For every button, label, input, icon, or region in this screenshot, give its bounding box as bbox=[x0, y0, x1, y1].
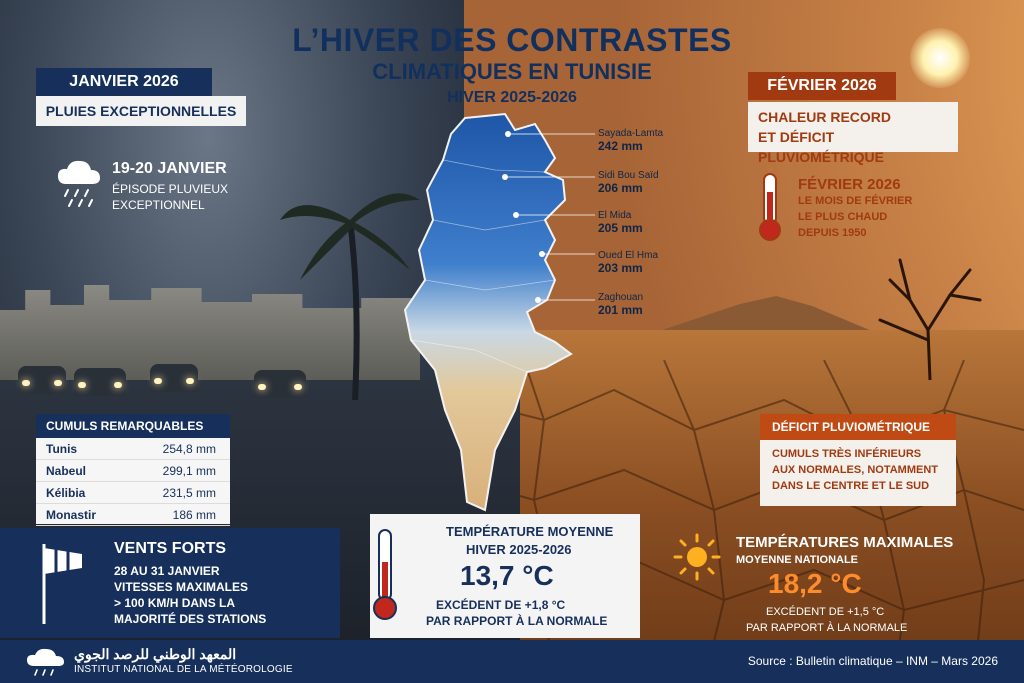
station-marker bbox=[535, 297, 541, 303]
february-record-line: DEPUIS 1950 bbox=[798, 227, 867, 239]
station-marker bbox=[539, 251, 545, 257]
windsock-icon bbox=[42, 544, 82, 624]
footer: المعهد الوطني للرصد الجوي INSTITUT NATIO… bbox=[0, 640, 1024, 683]
thermometer-icon bbox=[373, 529, 397, 620]
table-row: Kélibia 231,5 mm bbox=[36, 482, 230, 504]
car bbox=[18, 366, 66, 394]
tunisia-map bbox=[403, 112, 595, 512]
car bbox=[254, 370, 306, 398]
inm-logo-icon bbox=[27, 648, 64, 676]
winds-line: > 100 KM/H DANS LA bbox=[114, 596, 236, 610]
station-value: 206 mm bbox=[598, 181, 643, 195]
deficit-line: DANS LE CENTRE ET LE SUD bbox=[772, 480, 930, 492]
january-tag: JANVIER 2026 bbox=[36, 68, 212, 96]
temp-reference: PAR RAPPORT À LA NORMALE bbox=[426, 614, 608, 628]
dead-tree bbox=[878, 258, 982, 380]
main-title: L’HIVER DES CONTRASTES bbox=[292, 22, 732, 58]
thermometer-hot-icon bbox=[759, 173, 781, 241]
station-name: El Mida bbox=[598, 210, 632, 221]
winds-title: VENTS FORTS bbox=[114, 540, 227, 557]
map-label: Sidi Bou Saïd 206 mm bbox=[598, 170, 659, 195]
source-text: Source : Bulletin climatique – INM – Mar… bbox=[747, 654, 998, 668]
episode-line: ÉPISODE PLUVIEUX bbox=[112, 182, 229, 196]
temperatures-maximales: TEMPÉRATURES MAXIMALES MOYENNE NATIONALE… bbox=[736, 534, 954, 634]
rain-cloud-icon bbox=[58, 160, 100, 207]
station-value: 242 mm bbox=[598, 139, 643, 153]
tmax-subtitle: MOYENNE NATIONALE bbox=[736, 554, 859, 566]
temp-label: TEMPÉRATURE MOYENNE bbox=[446, 524, 614, 539]
winds-line: 28 AU 31 JANVIER bbox=[114, 564, 220, 578]
city-value: 254,8 mm bbox=[162, 441, 216, 456]
city-value: 231,5 mm bbox=[162, 485, 216, 500]
temp-excess: EXCÉDENT DE +1,8 °C bbox=[436, 598, 566, 612]
february-tag: FÉVRIER 2026 bbox=[748, 72, 896, 100]
winds-line: MAJORITÉ DES STATIONS bbox=[114, 612, 267, 626]
february-subtitle-line: CHALEUR RECORD bbox=[758, 109, 891, 125]
map-label: Sayada-Lamta 242 mm bbox=[598, 128, 663, 153]
station-name: Sidi Bou Saïd bbox=[598, 170, 659, 181]
station-value: 205 mm bbox=[598, 221, 643, 235]
sun-icon bbox=[673, 533, 721, 581]
city-name: Tunis bbox=[46, 441, 78, 456]
station-marker bbox=[513, 212, 519, 218]
deficit-line: CUMULS TRÈS INFÉRIEURS bbox=[772, 448, 922, 460]
palm-tree bbox=[280, 193, 420, 400]
city-name: Kélibia bbox=[46, 485, 86, 500]
tmax-reference: PAR RAPPORT À LA NORMALE bbox=[746, 622, 908, 634]
station-value: 203 mm bbox=[598, 261, 643, 275]
city-value: 186 mm bbox=[172, 507, 216, 522]
car bbox=[150, 364, 198, 392]
episode-date: 19-20 JANVIER bbox=[112, 160, 227, 177]
title-block: L’HIVER DES CONTRASTES CLIMATIQUES EN TU… bbox=[0, 22, 1024, 107]
institute-name-french: INSTITUT NATIONAL DE LA MÉTÉOROLOGIE bbox=[74, 664, 293, 675]
station-name: Oued El Hma bbox=[598, 250, 659, 261]
station-marker bbox=[505, 131, 511, 137]
tmax-title: TEMPÉRATURES MAXIMALES bbox=[736, 534, 954, 551]
city-value: 299,1 mm bbox=[162, 463, 216, 478]
temperature-moyenne-panel: TEMPÉRATURE MOYENNE HIVER 2025-2026 13,7… bbox=[370, 514, 640, 638]
temp-season: HIVER 2025-2026 bbox=[466, 542, 572, 557]
tmax-value: 18,2 °C bbox=[768, 568, 862, 599]
cumuls-title: CUMULS REMARQUABLES bbox=[36, 414, 230, 438]
city-name: Nabeul bbox=[46, 463, 87, 478]
season-title: HIVER 2025-2026 bbox=[447, 89, 577, 106]
february-subtitle-line: ET DÉFICIT PLUVIOMÉTRIQUE bbox=[758, 129, 885, 165]
station-value: 201 mm bbox=[598, 303, 643, 317]
cumuls-table: CUMULS REMARQUABLES Tunis 254,8 mm Nabeul… bbox=[36, 414, 230, 526]
tmax-excess: EXCÉDENT DE +1,5 °C bbox=[766, 606, 885, 618]
car bbox=[74, 368, 126, 396]
table-row: Tunis 254,8 mm bbox=[36, 438, 230, 460]
episode-line: EXCEPTIONNEL bbox=[112, 198, 205, 212]
table-row: Monastir 186 mm bbox=[36, 504, 230, 526]
station-name: Sayada-Lamta bbox=[598, 128, 664, 139]
sun-icon bbox=[910, 28, 970, 88]
cracked-earth bbox=[464, 360, 1024, 683]
station-name: Zaghouan bbox=[598, 292, 644, 303]
february-record-line: LE PLUS CHAUD bbox=[798, 211, 888, 223]
map-label: El Mida 205 mm bbox=[598, 210, 643, 235]
map-label: Zaghouan 201 mm bbox=[598, 292, 643, 317]
february-record-line: LE MOIS DE FÉVRIER bbox=[798, 195, 913, 207]
map-label: Oued El Hma 203 mm bbox=[598, 250, 658, 275]
january-subtitle: PLUIES EXCEPTIONNELLES bbox=[36, 96, 246, 126]
station-marker bbox=[502, 174, 508, 180]
winds-line: VITESSES MAXIMALES bbox=[114, 580, 249, 594]
deficit-line: AUX NORMALES, NOTAMMENT bbox=[772, 464, 939, 476]
temp-value: 13,7 °C bbox=[460, 560, 554, 591]
city-name: Monastir bbox=[46, 507, 97, 522]
sub-title: CLIMATIQUES EN TUNISIE bbox=[372, 59, 652, 84]
february-record-title: FÉVRIER 2026 bbox=[798, 176, 901, 193]
deficit-title: DÉFICIT PLUVIOMÉTRIQUE bbox=[760, 414, 956, 440]
february-subtitle: CHALEUR RECORD ET DÉFICIT PLUVIOMÉTRIQUE bbox=[748, 102, 958, 165]
winds-panel: VENTS FORTS 28 AU 31 JANVIER VITESSES MA… bbox=[0, 528, 340, 638]
table-row: Nabeul 299,1 mm bbox=[36, 460, 230, 482]
february-record-block: FÉVRIER 2026 LE MOIS DE FÉVRIER LE PLUS … bbox=[798, 176, 912, 241]
deficit-panel: DÉFICIT PLUVIOMÉTRIQUE CUMULS TRÈS INFÉR… bbox=[760, 414, 956, 506]
institute-name-arabic: المعهد الوطني للرصد الجوي bbox=[74, 646, 237, 662]
